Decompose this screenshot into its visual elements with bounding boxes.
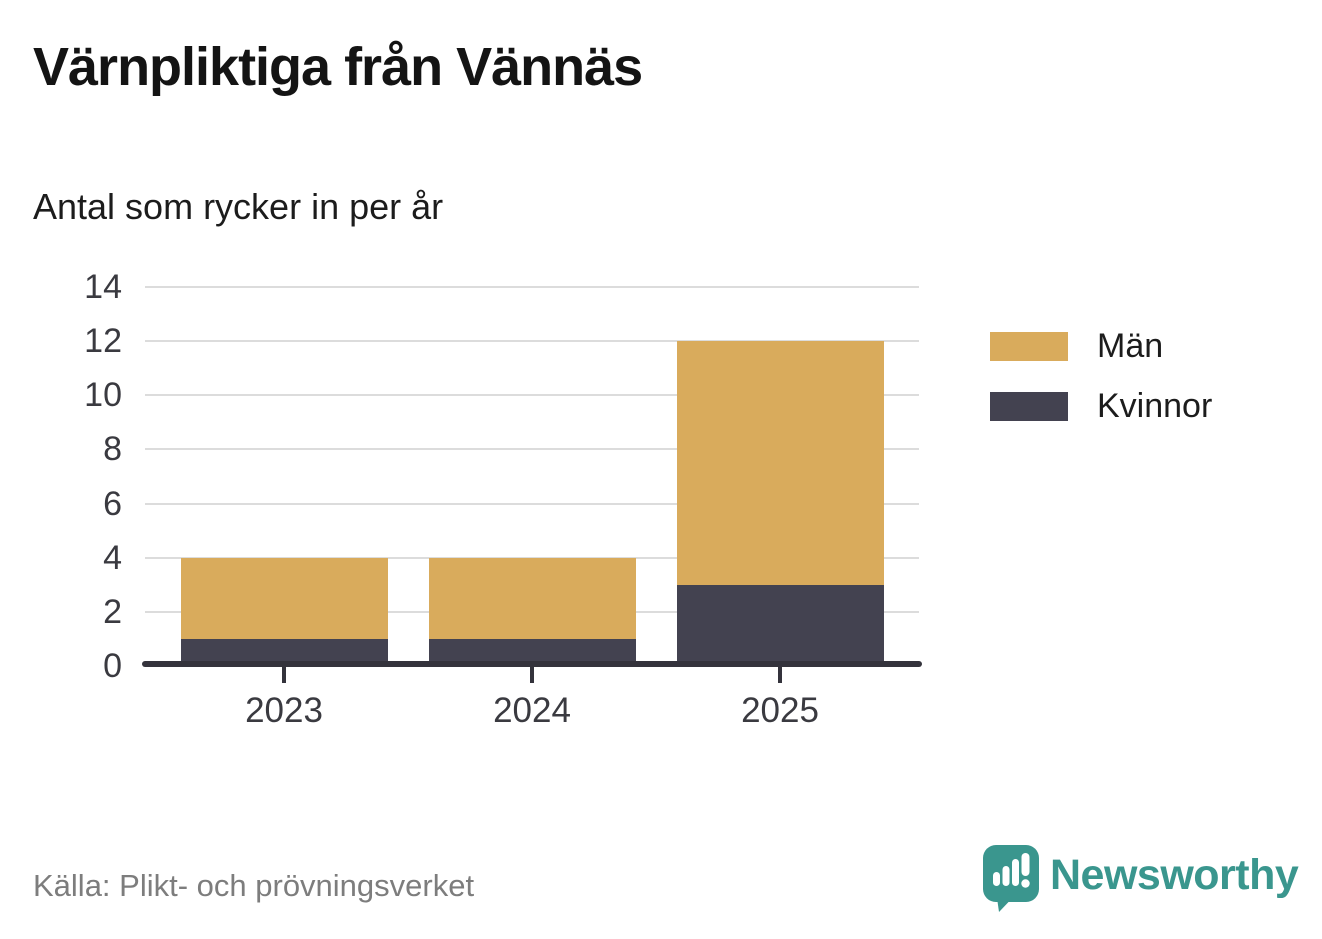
y-axis-label-0: 0 [103, 647, 122, 685]
page-subtitle: Antal som rycker in per år [33, 186, 444, 227]
legend-label-kvinnor: Kvinnor [1097, 387, 1213, 425]
gridline-6 [145, 502, 919, 505]
x-axis-tick-2024 [530, 666, 534, 683]
chart-legend: Män Kvinnor [990, 329, 1212, 449]
y-axis-label-14: 14 [84, 268, 122, 306]
newsworthy-wordmark: Newsworthy [1050, 851, 1299, 899]
newsworthy-brand: Newsworthy [983, 845, 1299, 913]
bar-2024-män [428, 557, 636, 639]
source-attribution: Källa: Plikt- och prövningsverket [33, 868, 475, 903]
gridline-8 [145, 448, 919, 451]
bar-2025-kvinnor [676, 584, 884, 666]
legend-label-man: Män [1097, 327, 1164, 365]
y-axis-label-12: 12 [84, 322, 122, 361]
legend-swatch-man [990, 331, 1068, 361]
bar-2023-män [180, 557, 388, 639]
legend-item-man: Män [990, 329, 1212, 363]
gridline-10 [145, 394, 919, 397]
y-axis-label-2: 2 [103, 592, 122, 631]
x-axis-label-2024: 2024 [493, 691, 571, 730]
x-axis-tick-2025 [778, 666, 782, 683]
gridline-14 [145, 286, 919, 288]
y-axis-label-10: 10 [84, 376, 122, 415]
y-axis-label-4: 4 [103, 538, 122, 577]
x-axis-label-2025: 2025 [741, 691, 819, 730]
y-axis-label-8: 8 [103, 430, 122, 469]
x-axis-tick-2023 [282, 666, 286, 683]
legend-item-kvinnor: Kvinnor [990, 389, 1212, 423]
x-axis-label-2023: 2023 [245, 691, 323, 730]
legend-swatch-kvinnor [990, 391, 1068, 421]
page-title: Värnpliktiga från Vännäs [33, 37, 643, 97]
bar-2025-män [676, 341, 884, 585]
y-axis-label-6: 6 [103, 484, 122, 523]
gridline-12 [145, 340, 919, 343]
newsworthy-logo-icon [983, 845, 1039, 912]
x-axis-line [142, 661, 922, 667]
